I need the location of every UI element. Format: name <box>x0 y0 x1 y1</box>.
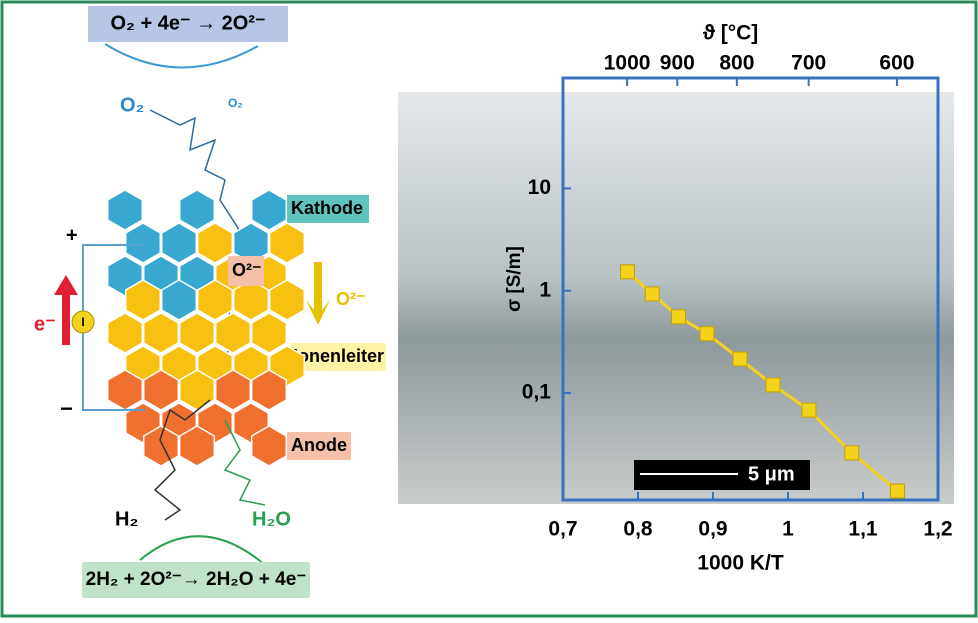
x-tick-label: 0,9 <box>698 518 727 541</box>
y-tick-label: 0,1 <box>522 381 552 404</box>
figure: O₂ + 4e⁻ → 2O²⁻ O₂ O₂ Kathode Ionenleite… <box>0 0 978 618</box>
label: − <box>60 396 73 421</box>
x2-tick-label: 1000 <box>604 52 651 75</box>
x2-tick-label: 600 <box>879 52 914 75</box>
point <box>645 287 659 301</box>
label: O²⁻ <box>336 289 366 309</box>
label: O²⁻ <box>232 260 262 280</box>
x-tick-label: 0,8 <box>623 518 653 541</box>
point <box>845 446 859 460</box>
y-axis-label: σ [S/m] <box>504 246 525 312</box>
point <box>891 484 905 498</box>
label: H₂ <box>115 508 138 530</box>
label: I <box>81 315 84 329</box>
label: H₂O <box>252 508 291 530</box>
sem-image <box>398 92 954 504</box>
point <box>733 352 747 366</box>
x2-tick-label: 700 <box>791 52 826 75</box>
x-tick-label: 1 <box>782 518 794 541</box>
point <box>766 378 780 392</box>
y-tick-label: 10 <box>528 176 551 199</box>
point <box>621 265 635 279</box>
label: O₂ <box>120 94 144 116</box>
point <box>802 403 816 417</box>
point <box>672 310 686 324</box>
x-axis-label: 1000 K/T <box>697 552 784 575</box>
x2-tick-label: 800 <box>719 52 754 75</box>
label: + <box>66 224 78 246</box>
reaction: O₂ + 4e⁻ → 2O²⁻ <box>110 12 265 34</box>
y-tick-label: 1 <box>539 278 551 301</box>
label: e⁻ <box>34 313 56 335</box>
x2-axis-label: ϑ [°C] <box>703 22 759 45</box>
x2-tick-label: 900 <box>660 52 695 75</box>
label: Kathode <box>291 198 363 218</box>
label: Anode <box>291 435 347 455</box>
label: Ionenleiter <box>293 346 384 366</box>
x-tick-label: 0,7 <box>548 518 577 541</box>
x-tick-label: 1,2 <box>923 518 952 541</box>
x-tick-label: 1,1 <box>848 518 878 541</box>
label: O₂ <box>228 96 243 110</box>
reaction: 2H₂ + 2O²⁻→ 2H₂O + 4e⁻ <box>86 569 307 590</box>
scale-bar-label: 5 μm <box>748 463 795 485</box>
point <box>700 327 714 341</box>
